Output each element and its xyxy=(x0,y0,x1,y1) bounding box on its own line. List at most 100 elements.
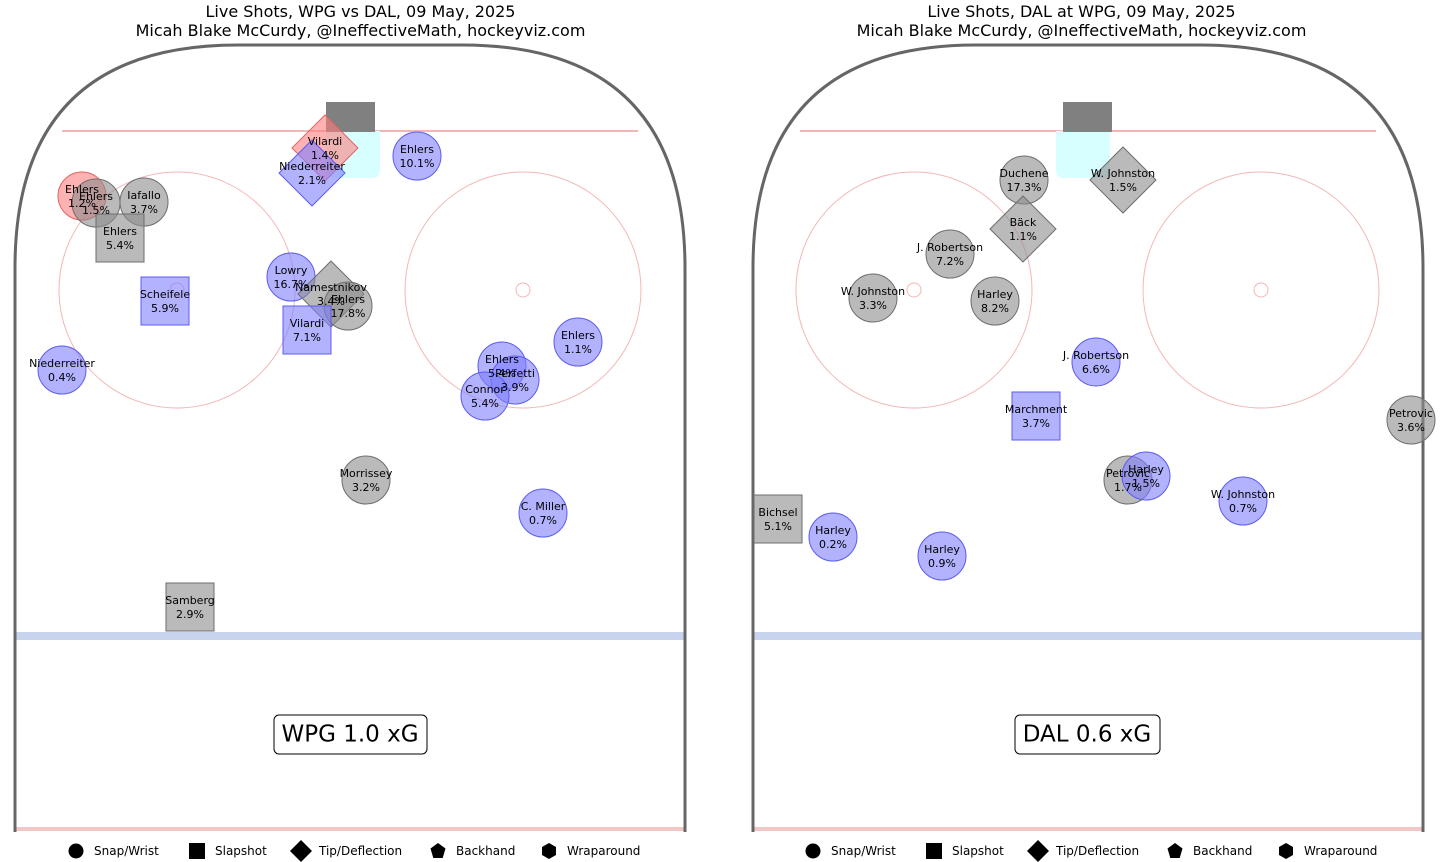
shot-xg-label: 3.4% xyxy=(317,295,345,308)
shot-player-label: Harley xyxy=(924,543,960,556)
hexagon-icon xyxy=(1279,843,1293,859)
faceoff-dot-right xyxy=(515,282,531,298)
legend-item-backhand: Backhand xyxy=(426,840,515,862)
shot-player-label: Marchment xyxy=(1005,403,1068,416)
shot-marker xyxy=(1218,476,1268,526)
shot-player-label: Vilardi xyxy=(308,135,343,148)
rink-markings xyxy=(13,43,687,832)
shot-xg-label: 1.7% xyxy=(1114,481,1142,494)
shot-marker xyxy=(753,494,803,544)
shot-marker xyxy=(37,345,87,395)
shot-marker xyxy=(392,131,442,181)
shot-marker xyxy=(989,195,1057,263)
blue-line xyxy=(753,632,1423,640)
xg-box: DAL 0.6 xG xyxy=(1014,714,1161,755)
shot-player-label: Connor xyxy=(465,383,505,396)
shot-xg-label: 1.5% xyxy=(82,204,110,217)
shot-xg-label: 3.2% xyxy=(352,481,380,494)
xg-box-frame xyxy=(1014,714,1161,755)
shot-player-label: Ehlers xyxy=(331,293,365,306)
shot-player-label: Scheifele xyxy=(140,288,191,301)
shot-xg-label: 2.1% xyxy=(298,174,326,187)
shot-xg-label: 3.7% xyxy=(130,203,158,216)
goal-net xyxy=(1063,102,1112,132)
shot-xg-label: 7.2% xyxy=(936,255,964,268)
legend-label: Slapshot xyxy=(952,844,1004,858)
shot-player-label: Ehlers xyxy=(65,183,99,196)
legend-label: Snap/Wrist xyxy=(831,844,896,858)
shot-marker xyxy=(848,273,898,323)
legend-label: Wraparound xyxy=(567,844,641,858)
shot-marker xyxy=(1386,395,1436,445)
shot-player-label: W. Johnston xyxy=(841,285,905,298)
legend-item-slap: Slapshot xyxy=(185,840,267,862)
shot-marker xyxy=(282,305,332,355)
legend-label: Backhand xyxy=(1193,844,1253,858)
shot-player-label: Niederreiter xyxy=(29,357,95,370)
square-icon xyxy=(926,843,942,859)
legend-item-tip: Tip/Deflection xyxy=(1026,840,1139,862)
shot-type-legend: Snap/Wrist Slapshot Tip/Deflection Backh… xyxy=(721,840,1442,862)
shot-player-label: Harley xyxy=(977,288,1013,301)
legend-item-snap: Snap/Wrist xyxy=(64,840,159,862)
shot-player-label: W. Johnston xyxy=(1091,167,1155,180)
blue-line xyxy=(15,632,685,640)
shot-player-label: Namestnikov xyxy=(295,281,367,294)
shot-xg-label: 10.1% xyxy=(400,157,435,170)
faceoff-circle-left xyxy=(795,171,1033,409)
rink-boards xyxy=(751,43,1425,832)
xg-box: WPG 1.0 xG xyxy=(273,714,428,755)
circle-icon xyxy=(68,843,84,859)
shot-marker xyxy=(808,512,858,562)
shot-player-label: Lowry xyxy=(275,264,308,277)
shot-marker xyxy=(165,582,215,632)
legend-item-wrap: Wraparound xyxy=(537,840,640,862)
square-icon xyxy=(189,843,205,859)
shot-player-label: Morrissey xyxy=(340,467,393,480)
legend-label: Backhand xyxy=(456,844,516,858)
right-chart-panel: Live Shots, DAL at WPG, 09 May, 2025 Mic… xyxy=(721,0,1442,862)
shot-player-label: Niederreiter xyxy=(279,160,345,173)
shot-player-label: Ehlers xyxy=(561,329,595,342)
shot-xg-label: 3.3% xyxy=(859,299,887,312)
shot-xg-label: 3.7% xyxy=(1022,417,1050,430)
pentagon-icon xyxy=(430,843,446,858)
shot-xg-label: 1.1% xyxy=(564,343,592,356)
shot-player-label: C. Miller xyxy=(521,500,566,513)
rink-markings xyxy=(751,43,1425,832)
shot-xg-label: 5.4% xyxy=(471,397,499,410)
legend-label: Slapshot xyxy=(215,844,267,858)
shot-xg-label: 6.6% xyxy=(1082,363,1110,376)
shot-marker xyxy=(1121,451,1171,501)
legend-label: Tip/Deflection xyxy=(319,844,403,858)
shot-marker xyxy=(95,213,145,263)
shot-xg-label: 1.4% xyxy=(311,149,339,162)
shot-xg-label: 1.1% xyxy=(1009,230,1037,243)
shot-player-label: Bichsel xyxy=(758,506,797,519)
shot-marker xyxy=(1011,391,1061,441)
chart-subtitle: Micah Blake McCurdy, @IneffectiveMath, h… xyxy=(856,21,1307,40)
shot-xg-label: 0.7% xyxy=(529,514,557,527)
hexagon-icon xyxy=(542,843,556,859)
shot-marker xyxy=(553,317,603,367)
shot-xg-label: 2.9% xyxy=(176,608,204,621)
chart-subtitle: Micah Blake McCurdy, @IneffectiveMath, h… xyxy=(135,21,586,40)
legend-item-backhand: Backhand xyxy=(1163,840,1252,862)
chart-title: Live Shots, DAL at WPG, 09 May, 2025 xyxy=(927,2,1236,21)
shot-marker xyxy=(970,276,1020,326)
shot-xg-label: 1.2% xyxy=(68,197,96,210)
xg-box-frame xyxy=(273,714,428,755)
shot-player-label: J. Robertson xyxy=(1062,349,1129,362)
shot-marker xyxy=(518,488,568,538)
shot-xg-label: 5.9% xyxy=(151,302,179,315)
shot-marker xyxy=(278,139,346,207)
faceoff-circle-right xyxy=(1142,171,1380,409)
circle-icon xyxy=(805,843,821,859)
legend-item-slap: Slapshot xyxy=(922,840,1004,862)
shot-player-label: Ehlers xyxy=(103,225,137,238)
shot-player-label: Perfetti xyxy=(495,367,535,380)
legend-label: Snap/Wrist xyxy=(94,844,159,858)
diamond-icon xyxy=(1027,840,1049,862)
shot-player-label: Iafallo xyxy=(127,189,161,202)
legend-item-wrap: Wraparound xyxy=(1274,840,1377,862)
